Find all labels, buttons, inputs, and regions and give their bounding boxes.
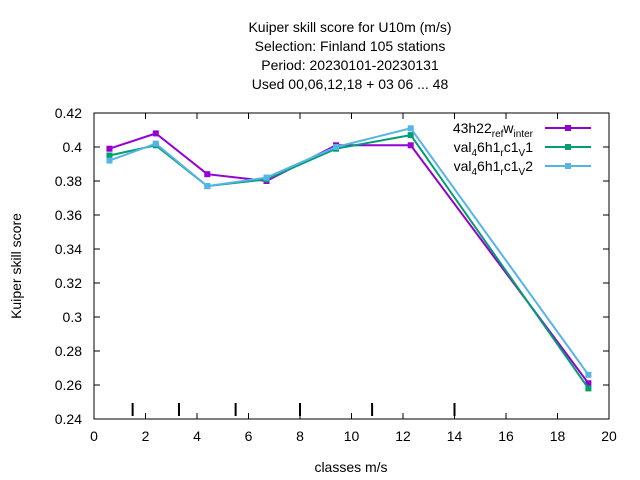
y-tick-label: 0.36 [55, 207, 82, 223]
data-point-series-3 [106, 157, 113, 164]
title-line-4: Used 00,06,12,18 + 03 06 ... 48 [252, 76, 449, 92]
y-tick-label: 0.24 [55, 411, 82, 427]
x-tick-label: 18 [550, 428, 566, 444]
class-boundary-markers [131, 403, 456, 416]
data-point-series-3 [263, 174, 270, 181]
legend-label-1: 43h22refwinter [453, 120, 534, 140]
legend-marker-3 [565, 163, 571, 169]
data-point-series-3 [204, 183, 211, 190]
y-tick-label: 0.4 [63, 139, 83, 155]
y-tick-label: 0.3 [63, 309, 83, 325]
legend-marker-2 [565, 144, 571, 150]
x-axis-label: classes m/s [314, 459, 387, 475]
y-tick-label: 0.42 [55, 105, 82, 121]
x-tick-label: 14 [447, 428, 463, 444]
x-tick-label: 4 [193, 428, 201, 444]
x-tick-label: 2 [142, 428, 150, 444]
series-lines [106, 125, 592, 392]
data-point-series-1 [407, 142, 414, 149]
y-tick-label: 0.38 [55, 173, 82, 189]
legend-marker-1 [565, 125, 571, 131]
x-tick-label: 0 [90, 428, 98, 444]
data-point-series-2 [106, 152, 113, 159]
x-tick-label: 6 [245, 428, 253, 444]
data-point-series-3 [585, 371, 592, 378]
data-point-series-2 [585, 385, 592, 392]
title-line-3: Period: 20230101-20230131 [261, 57, 439, 73]
x-tick-label: 16 [498, 428, 514, 444]
data-point-series-1 [585, 380, 592, 387]
data-point-series-2 [407, 132, 414, 139]
y-tick-label: 0.26 [55, 377, 82, 393]
x-tick-label: 12 [395, 428, 411, 444]
title-line-1: Kuiper skill score for U10m (m/s) [248, 19, 451, 35]
x-tick-label: 10 [344, 428, 360, 444]
data-point-series-3 [333, 144, 340, 150]
x-tick-label: 20 [601, 428, 617, 444]
legend-label-3: val46h1rc1V2 [454, 158, 534, 178]
axes: 0 2 4 6 8 10 12 14 16 18 20 0.24 0.26 0.28 0.3 0.32 0.34… [55, 105, 617, 444]
data-point-series-3 [152, 140, 159, 147]
x-tick-label: 8 [296, 428, 304, 444]
data-point-series-1 [204, 171, 211, 178]
data-point-series-1 [106, 145, 113, 152]
data-point-series-3 [407, 125, 414, 132]
chart-title: Kuiper skill score for U10m (m/s) Select… [248, 19, 451, 92]
y-tick-label: 0.32 [55, 275, 82, 291]
title-line-2: Selection: Finland 105 stations [255, 38, 446, 54]
y-tick-label: 0.34 [55, 241, 82, 257]
legend-label-2: val46h1rc1V1 [454, 139, 534, 159]
y-axis-label: Kuiper skill score [8, 213, 24, 319]
y-tick-label: 0.28 [55, 343, 82, 359]
data-point-series-1 [152, 130, 159, 137]
